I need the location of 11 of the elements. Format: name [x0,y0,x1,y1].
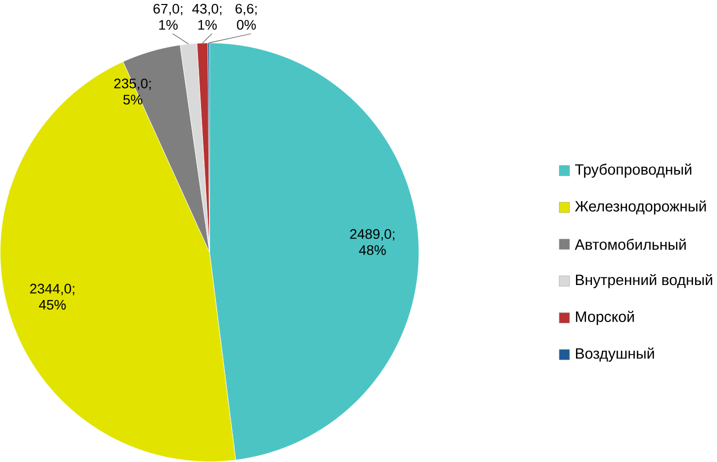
legend-label: Автомобильный [574,238,686,250]
legend-label: Морской [576,310,634,326]
data-label: 2489,0; 48% [350,229,394,256]
legend-label: Внутренний водный [576,274,712,288]
data-label: 2344,0; 45% [30,284,74,310]
data-label: 6,6; 0% [236,4,257,30]
legend-label: Воздушный [576,348,654,362]
legend-label: Трубопроводный [575,164,692,178]
data-label: 43,0; 1% [192,4,222,30]
legend-label: Железнодорожный [574,200,706,215]
data-label: 67,0; 1% [154,4,182,30]
